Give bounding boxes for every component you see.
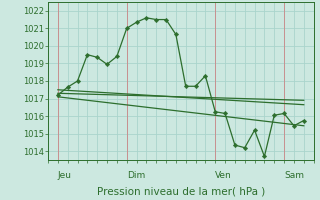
Text: Dim: Dim <box>127 171 145 180</box>
Text: Pression niveau de la mer( hPa ): Pression niveau de la mer( hPa ) <box>97 187 265 197</box>
Text: Sam: Sam <box>284 171 304 180</box>
Text: Ven: Ven <box>215 171 232 180</box>
Text: Jeu: Jeu <box>58 171 72 180</box>
